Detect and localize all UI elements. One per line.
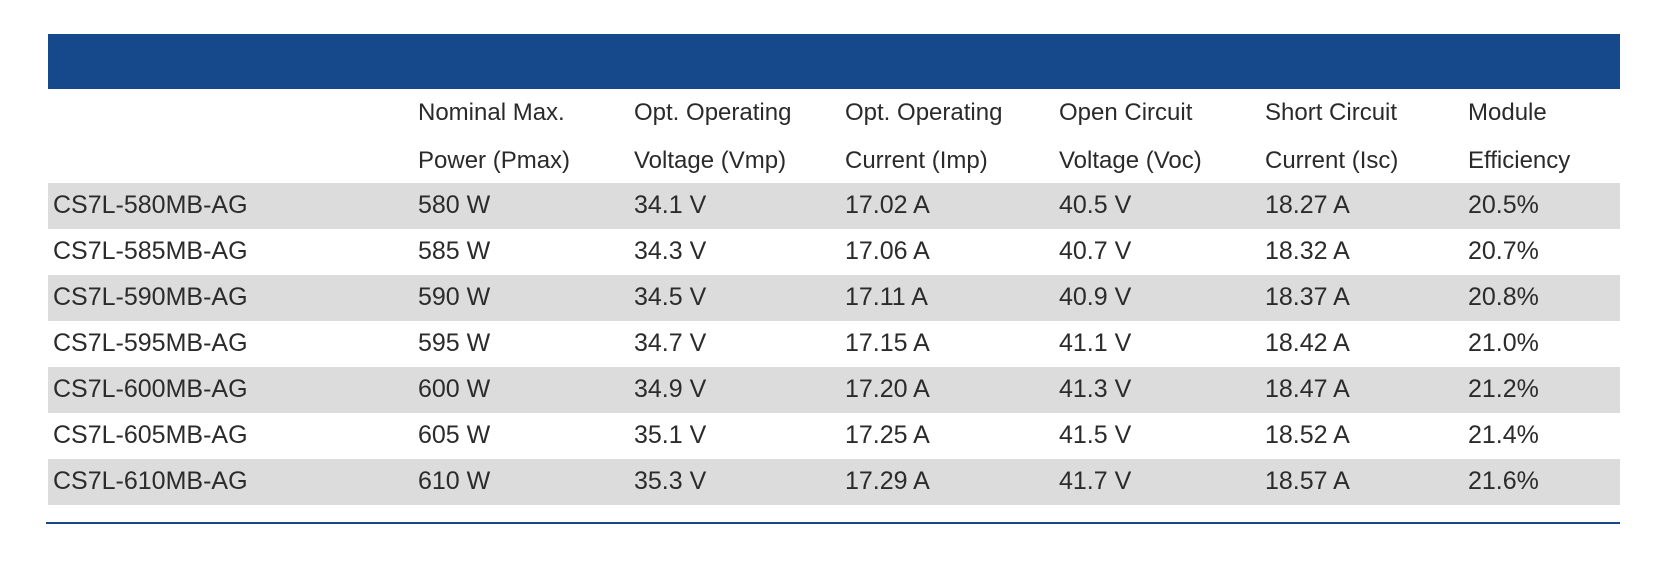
model-cell: CS7L-605MB-AG	[53, 421, 248, 449]
header-opt-operating-current: Opt. Operating Current (Imp)	[845, 89, 1002, 183]
vmp-cell: 34.3 V	[634, 237, 707, 265]
pmax-cell: 580 W	[418, 191, 491, 219]
model-cell: CS7L-580MB-AG	[53, 191, 248, 219]
table-row: CS7L-600MB-AG 600 W 34.9 V 17.20 A 41.3 …	[48, 367, 1620, 413]
table-row: CS7L-590MB-AG 590 W 34.5 V 17.11 A 40.9 …	[48, 275, 1620, 321]
table-row: CS7L-585MB-AG 585 W 34.3 V 17.06 A 40.7 …	[48, 229, 1620, 275]
header-line: Opt. Operating	[845, 99, 1003, 126]
isc-cell: 18.42 A	[1265, 329, 1350, 357]
table-row: CS7L-595MB-AG 595 W 34.7 V 17.15 A 41.1 …	[48, 321, 1620, 367]
voc-cell: 41.3 V	[1059, 375, 1132, 403]
pmax-cell: 590 W	[418, 283, 491, 311]
isc-cell: 18.32 A	[1265, 237, 1350, 265]
imp-cell: 17.20 A	[845, 375, 930, 403]
imp-cell: 17.11 A	[845, 283, 928, 311]
vmp-cell: 34.7 V	[634, 329, 707, 357]
pmax-cell: 585 W	[418, 237, 491, 265]
isc-cell: 18.47 A	[1265, 375, 1350, 403]
table-header: Nominal Max. Power (Pmax) Opt. Operating…	[48, 89, 1620, 183]
efficiency-cell: 20.7%	[1468, 237, 1539, 265]
header-module-efficiency: Module Efficiency	[1468, 89, 1570, 183]
header-line: Module	[1468, 99, 1547, 126]
header-line: Efficiency	[1468, 147, 1571, 174]
model-cell: CS7L-590MB-AG	[53, 283, 248, 311]
pmax-cell: 600 W	[418, 375, 491, 403]
isc-cell: 18.52 A	[1265, 421, 1350, 449]
voc-cell: 40.9 V	[1059, 283, 1132, 311]
vmp-cell: 35.1 V	[634, 421, 707, 449]
header-line: Current (Isc)	[1265, 147, 1399, 174]
isc-cell: 18.57 A	[1265, 467, 1350, 495]
model-cell: CS7L-610MB-AG	[53, 467, 248, 495]
model-cell: CS7L-585MB-AG	[53, 237, 248, 265]
imp-cell: 17.25 A	[845, 421, 930, 449]
vmp-cell: 34.9 V	[634, 375, 707, 403]
vmp-cell: 34.5 V	[634, 283, 707, 311]
header-line: Short Circuit	[1265, 99, 1398, 126]
header-line: Open Circuit	[1059, 99, 1193, 126]
header-opt-operating-voltage: Opt. Operating Voltage (Vmp)	[634, 89, 791, 183]
vmp-cell: 35.3 V	[634, 467, 707, 495]
table-row: CS7L-580MB-AG 580 W 34.1 V 17.02 A 40.5 …	[48, 183, 1620, 229]
header-nominal-max-power: Nominal Max. Power (Pmax)	[418, 89, 570, 183]
table-header-band	[48, 34, 1620, 89]
voc-cell: 41.7 V	[1059, 467, 1132, 495]
efficiency-cell: 20.5%	[1468, 191, 1539, 219]
voc-cell: 41.1 V	[1059, 329, 1132, 357]
header-line: Current (Imp)	[845, 147, 988, 174]
imp-cell: 17.15 A	[845, 329, 930, 357]
header-line: Nominal Max.	[418, 99, 565, 126]
model-cell: CS7L-600MB-AG	[53, 375, 248, 403]
header-short-circuit-current: Short Circuit Current (Isc)	[1265, 89, 1398, 183]
efficiency-cell: 21.0%	[1468, 329, 1539, 357]
header-line: Voltage (Vmp)	[634, 147, 787, 174]
efficiency-cell: 21.4%	[1468, 421, 1539, 449]
voc-cell: 40.7 V	[1059, 237, 1132, 265]
model-cell: CS7L-595MB-AG	[53, 329, 248, 357]
efficiency-cell: 21.2%	[1468, 375, 1539, 403]
isc-cell: 18.37 A	[1265, 283, 1350, 311]
vmp-cell: 34.1 V	[634, 191, 707, 219]
voc-cell: 41.5 V	[1059, 421, 1132, 449]
pmax-cell: 605 W	[418, 421, 491, 449]
pmax-cell: 595 W	[418, 329, 491, 357]
pmax-cell: 610 W	[418, 467, 491, 495]
header-open-circuit-voltage: Open Circuit Voltage (Voc)	[1059, 89, 1202, 183]
header-line: Voltage (Voc)	[1059, 147, 1202, 174]
table-row: CS7L-605MB-AG 605 W 35.1 V 17.25 A 41.5 …	[48, 413, 1620, 459]
header-line: Opt. Operating	[634, 99, 792, 126]
header-line: Power (Pmax)	[418, 147, 571, 174]
isc-cell: 18.27 A	[1265, 191, 1350, 219]
voc-cell: 40.5 V	[1059, 191, 1132, 219]
imp-cell: 17.02 A	[845, 191, 930, 219]
imp-cell: 17.29 A	[845, 467, 930, 495]
efficiency-cell: 20.8%	[1468, 283, 1539, 311]
bottom-rule	[46, 522, 1620, 524]
efficiency-cell: 21.6%	[1468, 467, 1539, 495]
table-row: CS7L-610MB-AG 610 W 35.3 V 17.29 A 41.7 …	[48, 459, 1620, 505]
table-body: CS7L-580MB-AG 580 W 34.1 V 17.02 A 40.5 …	[48, 183, 1620, 505]
imp-cell: 17.06 A	[845, 237, 930, 265]
